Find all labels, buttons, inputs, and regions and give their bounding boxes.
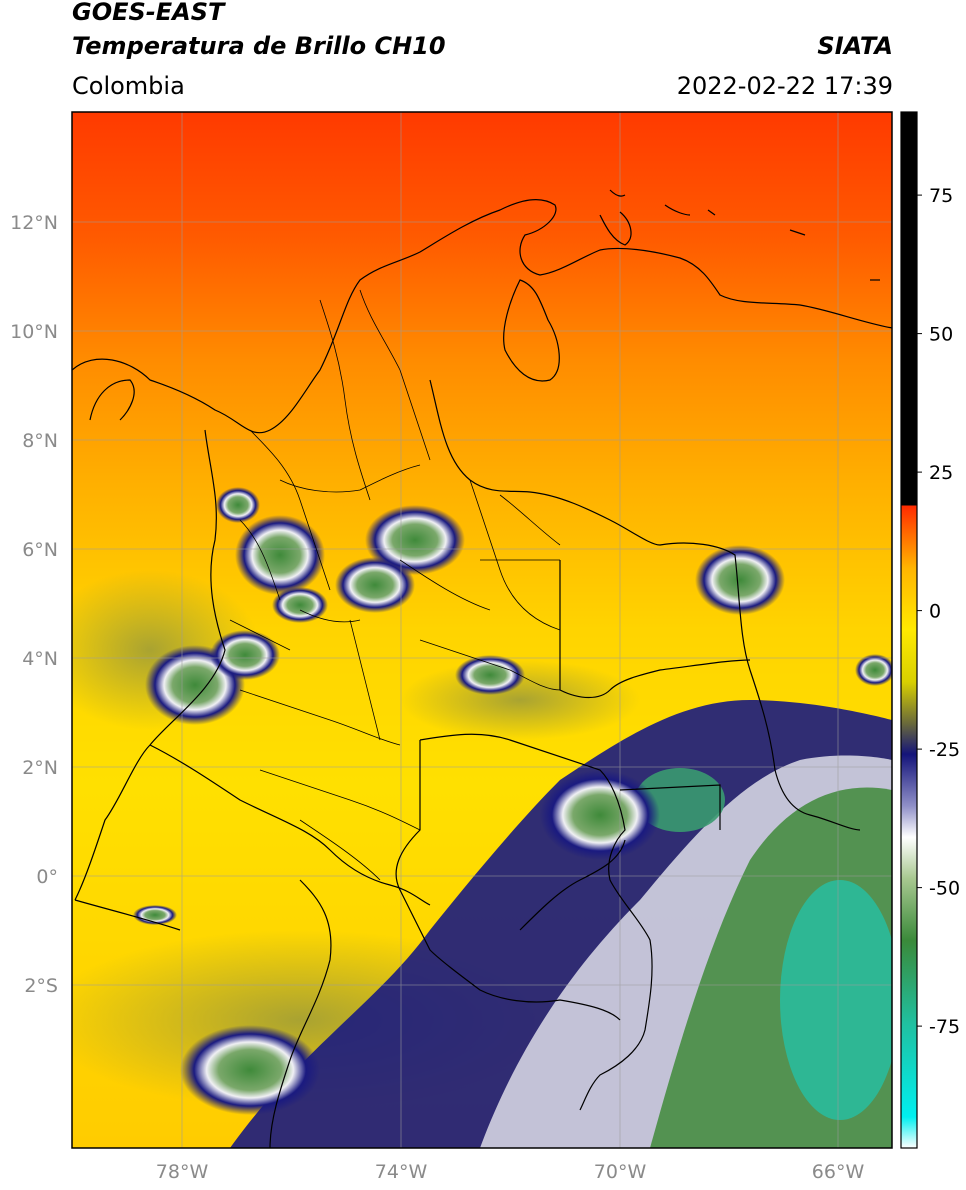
datetime-label: 2022-02-22 17:39 — [676, 72, 893, 100]
colorbar-tick-label: 0 — [929, 601, 941, 623]
colorbar-tick-label: -25 — [929, 739, 960, 761]
colorbar-tick-label: 25 — [929, 462, 953, 484]
lon-tick-label: 70°W — [594, 1161, 647, 1183]
lat-tick-label: 0° — [36, 866, 58, 888]
lon-tick-label: 74°W — [375, 1161, 428, 1183]
satellite-title: GOES-EAST — [72, 0, 225, 26]
colorbar-tick-label: 75 — [929, 185, 953, 207]
plot-frame — [71, 111, 893, 1149]
colorbar-scale — [901, 112, 917, 1148]
department-borders — [229, 289, 561, 881]
colorbar-tick-label: -50 — [929, 878, 960, 900]
lon-tick-label: 66°W — [812, 1161, 865, 1183]
colorbar-tick-label: 50 — [929, 324, 953, 346]
lat-tick-label: 10°N — [10, 321, 58, 343]
colorbar-tick-label: -75 — [929, 1016, 960, 1038]
region-label: Colombia — [72, 72, 185, 100]
graticule — [72, 112, 892, 1148]
lat-tick-label: 8°N — [22, 430, 58, 452]
lat-tick-label: 4°N — [22, 648, 58, 670]
lat-tick-labels: 12°N 10°N 8°N 6°N 4°N 2°N 0° 2°S — [10, 212, 58, 997]
lon-tick-label: 78°W — [156, 1161, 209, 1183]
coastlines-and-borders — [72, 189, 892, 1148]
brightness-temperature-field — [72, 112, 892, 1148]
lat-tick-label: 2°S — [24, 975, 58, 997]
lon-tick-labels: 78°W 74°W 70°W 66°W — [156, 1161, 865, 1183]
colorbar: 75 50 25 0 -25 -50 -75 — [900, 111, 960, 1149]
lat-tick-label: 6°N — [22, 539, 58, 561]
colorbar-frame — [900, 111, 918, 1149]
agency-label: SIATA — [817, 32, 893, 60]
lat-tick-label: 2°N — [22, 757, 58, 779]
product-title: Temperatura de Brillo CH10 — [72, 32, 446, 60]
lat-tick-label: 12°N — [10, 212, 58, 234]
national-borders — [149, 379, 861, 1111]
